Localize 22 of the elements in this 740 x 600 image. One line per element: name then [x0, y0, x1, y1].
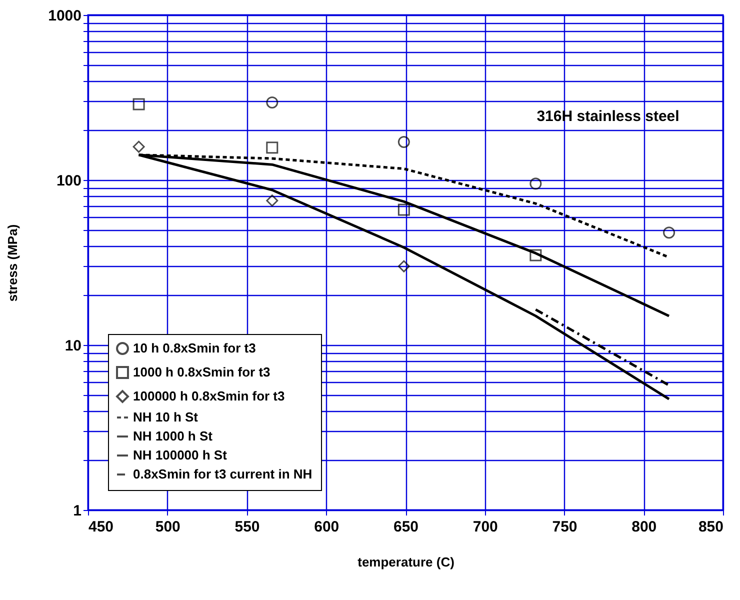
x-tick-label: 700: [472, 518, 498, 536]
x-tick-label: 500: [155, 518, 180, 536]
x-axis-title: temperature (C): [358, 554, 454, 570]
x-tick-label: 850: [698, 518, 724, 536]
x-tick-label: 800: [632, 518, 657, 536]
legend-label: NH 1000 h St: [133, 428, 214, 444]
x-tick-label: 650: [393, 518, 419, 536]
x-tick-label: 550: [234, 518, 260, 536]
legend-label: 10 h 0.8xSmin for t3: [133, 340, 256, 356]
legend-label: 0.8xSmin for t3 current in NH: [133, 466, 312, 482]
y-axis-title: stress (MPa): [5, 224, 20, 302]
legend-label: 100000 h 0.8xSmin for t3: [133, 388, 285, 404]
y-tick-label: 100: [56, 172, 82, 190]
x-tick-label: 750: [552, 518, 578, 536]
x-tick-label: 600: [314, 518, 340, 536]
legend-label: NH 10 h St: [133, 410, 199, 424]
y-tick-label: 10: [64, 338, 82, 354]
y-tick-label: 1: [73, 502, 82, 520]
y-tick-label: 1000: [48, 8, 82, 24]
x-tick-label: 450: [88, 518, 114, 536]
legend-label: 1000 h 0.8xSmin for t3: [133, 364, 270, 380]
legend-label: NH 100000 h St: [133, 448, 228, 462]
